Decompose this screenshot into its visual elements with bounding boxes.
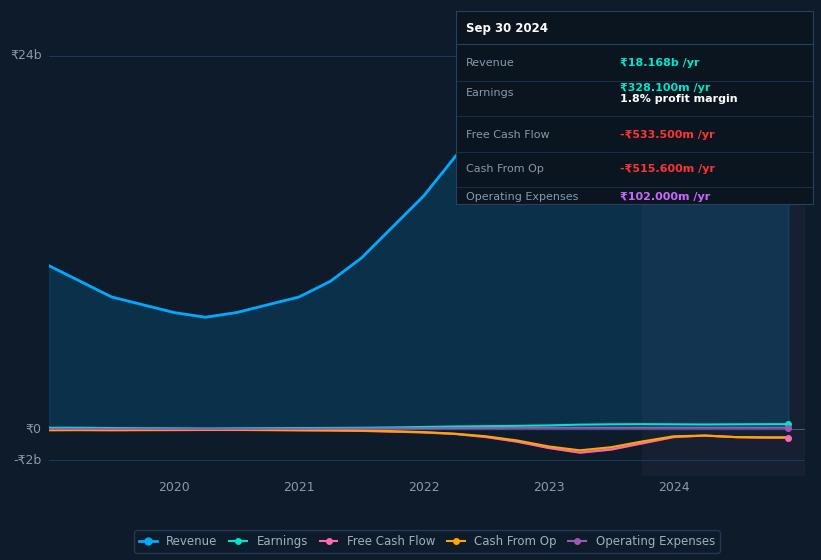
Text: -₹2b: -₹2b [13,454,42,467]
Text: -₹533.500m /yr: -₹533.500m /yr [620,130,714,140]
Text: Earnings: Earnings [466,88,515,99]
Text: ₹0: ₹0 [25,423,42,436]
Bar [642,17,811,476]
Text: Operating Expenses: Operating Expenses [466,192,579,202]
Text: Free Cash Flow: Free Cash Flow [466,130,550,140]
Text: Sep 30 2024: Sep 30 2024 [466,22,548,35]
Text: Cash From Op: Cash From Op [466,164,544,174]
Text: ₹328.100m /yr: ₹328.100m /yr [620,82,710,92]
Text: ₹24b: ₹24b [10,49,42,62]
Text: Revenue: Revenue [466,58,515,68]
Text: -₹515.600m /yr: -₹515.600m /yr [620,164,715,174]
Legend: Revenue, Earnings, Free Cash Flow, Cash From Op, Operating Expenses: Revenue, Earnings, Free Cash Flow, Cash … [135,530,719,553]
Text: ₹102.000m /yr: ₹102.000m /yr [620,192,710,202]
Text: ₹18.168b /yr: ₹18.168b /yr [620,58,699,68]
Text: 1.8% profit margin: 1.8% profit margin [620,94,737,104]
